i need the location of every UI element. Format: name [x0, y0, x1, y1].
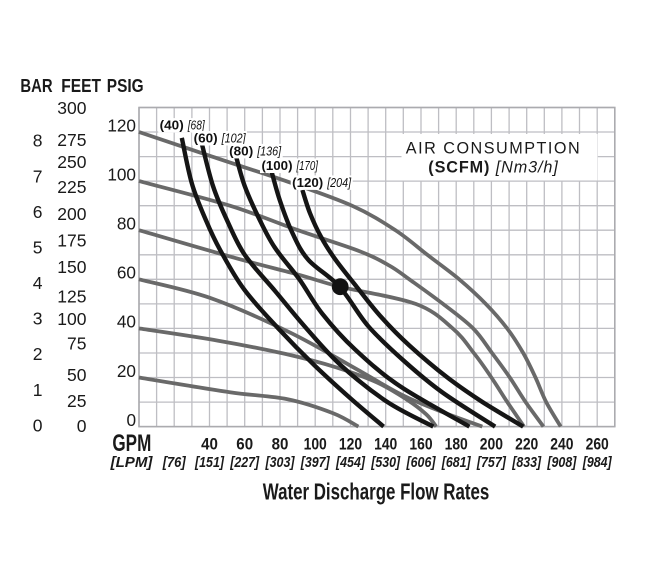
svg-text:240: 240 [550, 435, 573, 453]
svg-text:(120)[204]: (120) [204] [292, 175, 351, 190]
svg-text:150: 150 [57, 257, 86, 277]
svg-text:BAR: BAR [20, 76, 52, 96]
svg-text:100: 100 [57, 309, 86, 329]
svg-text:8: 8 [33, 131, 43, 151]
svg-text:0: 0 [33, 415, 43, 435]
svg-text:5: 5 [33, 237, 43, 257]
svg-text:20: 20 [117, 361, 136, 381]
svg-text:[908]: [908] [547, 455, 578, 471]
svg-text:[76]: [76] [162, 455, 187, 471]
svg-text:(SCFM) [Nm3/h]: (SCFM) [Nm3/h] [428, 159, 558, 177]
svg-text:125: 125 [57, 286, 86, 306]
svg-text:100: 100 [107, 164, 136, 184]
svg-text:40: 40 [117, 312, 136, 332]
svg-text:50: 50 [67, 365, 87, 385]
svg-text:260: 260 [586, 435, 609, 453]
svg-text:(60)[102]: (60) [102] [194, 131, 246, 146]
svg-text:25: 25 [67, 391, 86, 411]
svg-text:[303]: [303] [265, 455, 296, 471]
svg-text:[833]: [833] [511, 455, 542, 471]
svg-text:300: 300 [57, 98, 86, 118]
svg-text:[606]: [606] [406, 455, 437, 471]
svg-text:60: 60 [117, 263, 136, 283]
svg-text:80: 80 [272, 435, 289, 453]
svg-text:180: 180 [445, 435, 468, 453]
svg-text:175: 175 [57, 231, 86, 251]
svg-text:3: 3 [33, 309, 43, 329]
svg-text:160: 160 [409, 435, 432, 453]
svg-text:GPM: GPM [112, 430, 151, 457]
svg-text:[681]: [681] [441, 455, 472, 471]
svg-text:200: 200 [480, 435, 503, 453]
svg-text:[454]: [454] [335, 455, 366, 471]
svg-text:FEET: FEET [61, 76, 101, 96]
svg-text:[530]: [530] [370, 455, 401, 471]
svg-text:75: 75 [67, 334, 86, 354]
svg-text:0: 0 [126, 410, 136, 430]
svg-text:2: 2 [33, 344, 43, 364]
svg-text:80: 80 [117, 214, 136, 234]
svg-text:[LPM]: [LPM] [110, 454, 154, 471]
svg-text:Water Discharge Flow Rates: Water Discharge Flow Rates [263, 479, 490, 505]
svg-text:PSIG: PSIG [107, 76, 144, 96]
svg-text:225: 225 [57, 177, 86, 197]
svg-text:140: 140 [374, 435, 397, 453]
svg-text:(40)[68]: (40) [68] [160, 118, 205, 133]
svg-text:6: 6 [33, 202, 43, 222]
svg-text:(100)[170]: (100) [170] [262, 158, 319, 173]
svg-text:(80)[136]: (80) [136] [229, 143, 281, 158]
svg-text:[397]: [397] [300, 455, 331, 471]
svg-text:275: 275 [57, 130, 86, 150]
svg-text:AIR CONSUMPTION: AIR CONSUMPTION [406, 140, 581, 158]
svg-text:120: 120 [107, 115, 136, 135]
svg-text:[984]: [984] [582, 455, 613, 471]
svg-text:7: 7 [33, 166, 43, 186]
svg-text:250: 250 [57, 152, 86, 172]
svg-text:1: 1 [33, 380, 43, 400]
svg-text:[227]: [227] [229, 455, 260, 471]
svg-text:4: 4 [33, 273, 43, 293]
svg-text:0: 0 [77, 416, 87, 436]
svg-text:60: 60 [236, 435, 253, 453]
svg-text:120: 120 [339, 435, 362, 453]
svg-text:200: 200 [57, 204, 86, 224]
svg-text:40: 40 [201, 435, 218, 453]
svg-text:[151]: [151] [194, 455, 225, 471]
svg-text:100: 100 [304, 435, 327, 453]
svg-text:220: 220 [515, 435, 538, 453]
svg-text:[757]: [757] [476, 455, 507, 471]
